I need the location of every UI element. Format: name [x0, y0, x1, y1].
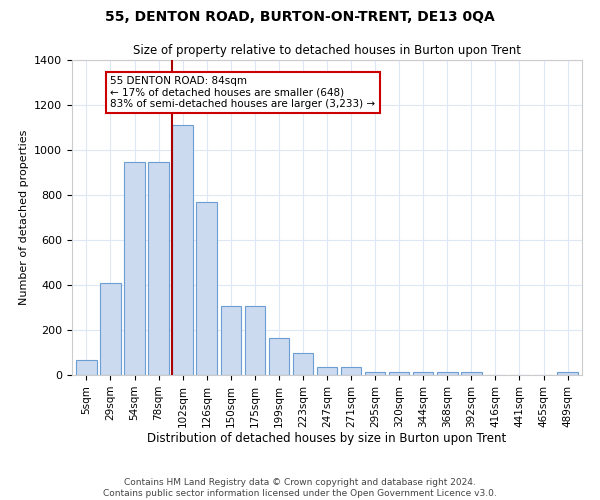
Y-axis label: Number of detached properties: Number of detached properties — [19, 130, 29, 305]
Text: 55, DENTON ROAD, BURTON-ON-TRENT, DE13 0QA: 55, DENTON ROAD, BURTON-ON-TRENT, DE13 0… — [105, 10, 495, 24]
Bar — [557, 372, 578, 375]
Bar — [124, 162, 145, 375]
Bar — [245, 306, 265, 375]
Bar — [293, 352, 313, 375]
X-axis label: Distribution of detached houses by size in Burton upon Trent: Distribution of detached houses by size … — [148, 432, 506, 446]
Title: Size of property relative to detached houses in Burton upon Trent: Size of property relative to detached ho… — [133, 44, 521, 58]
Bar — [365, 372, 385, 375]
Bar — [269, 338, 289, 375]
Bar — [317, 367, 337, 375]
Bar — [389, 372, 409, 375]
Bar — [148, 162, 169, 375]
Text: 55 DENTON ROAD: 84sqm
← 17% of detached houses are smaller (648)
83% of semi-det: 55 DENTON ROAD: 84sqm ← 17% of detached … — [110, 76, 376, 109]
Bar — [341, 367, 361, 375]
Bar — [76, 360, 97, 375]
Bar — [196, 202, 217, 375]
Bar — [461, 372, 482, 375]
Text: Contains HM Land Registry data © Crown copyright and database right 2024.
Contai: Contains HM Land Registry data © Crown c… — [103, 478, 497, 498]
Bar — [413, 372, 433, 375]
Bar — [100, 283, 121, 375]
Bar — [172, 125, 193, 375]
Bar — [221, 306, 241, 375]
Bar — [437, 372, 458, 375]
